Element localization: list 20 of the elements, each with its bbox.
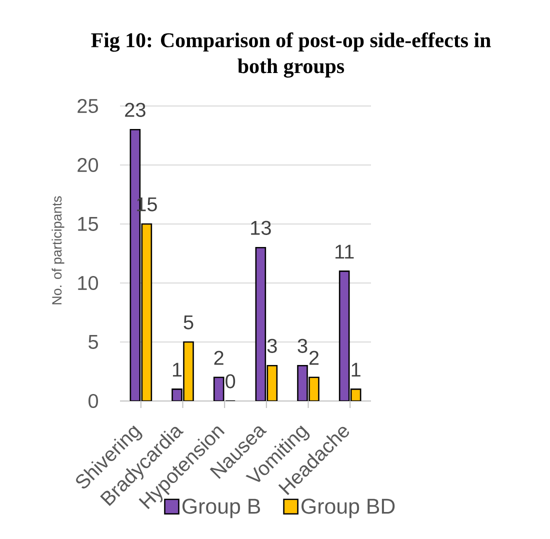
data-label: 3	[298, 338, 308, 353]
legend-label: Group BD	[302, 498, 395, 518]
data-label: 11	[336, 244, 354, 259]
y-tick-label: 15	[78, 217, 98, 231]
chart-title: Fig 10: Comparison of post-op side-effects in both groups	[91, 32, 491, 78]
y-tick-label: 10	[78, 276, 98, 290]
data-label: 1	[172, 362, 182, 377]
data-label: 2	[309, 350, 319, 365]
data-label: 13	[251, 220, 271, 235]
y-tick-label: 20	[78, 158, 98, 172]
y-axis-title: No. of participants	[52, 196, 64, 304]
data-label: 0	[226, 374, 236, 388]
y-tick-label: 0	[88, 394, 98, 408]
data-label: 23	[125, 102, 146, 117]
data-label: 2	[214, 350, 224, 365]
data-label: 1	[352, 362, 360, 377]
y-tick-label: 25	[78, 98, 98, 114]
y-tick-label: 5	[88, 335, 98, 349]
data-label: 5	[184, 315, 194, 330]
data-label: 3	[267, 338, 277, 353]
